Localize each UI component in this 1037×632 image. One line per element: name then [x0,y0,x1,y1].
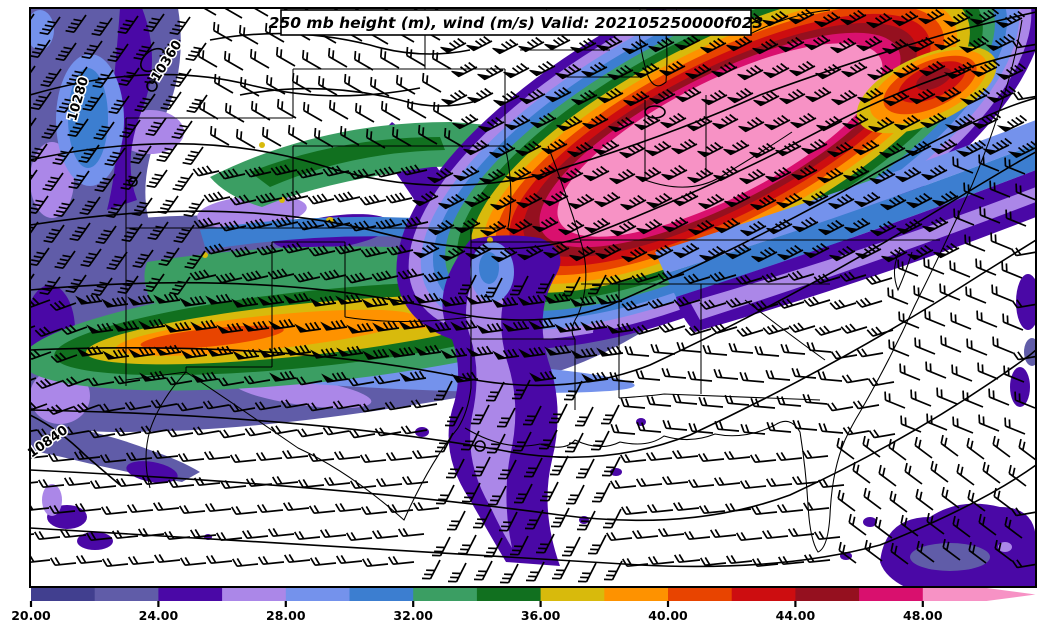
northern-jet-streak [396,8,1036,350]
colorbar-tick-label: 48.00 [903,608,943,623]
state-borders-layer [125,8,1023,553]
colorbar: 20.00 24.00 28.00 32.00 36.00 40.00 44.00 48.00 [11,588,1036,623]
colorbar-tick-label: 32.00 [393,608,433,623]
colorbar-segment [668,588,733,601]
wind-barbs-layer [30,8,1036,584]
colorbar-arrow-end [986,588,1036,601]
colorbar-tick-label: 28.00 [266,608,306,623]
colorbar-segment [859,588,924,601]
colorbar-tick-label: 36.00 [521,608,561,623]
chart-title: 250 mb height (m), wind (m/s) Valid: 202… [269,14,764,32]
colorbar-segment [31,588,96,601]
colorbar-segment [604,588,669,601]
colorbar-segment [540,588,605,601]
colorbar-segment [731,588,796,601]
wind-speed-fill-layer [30,8,1036,587]
colorbar-segment [476,588,542,601]
colorbar-segment [795,588,860,601]
colorbar-segment [285,588,351,601]
map-frame [29,7,1037,588]
colorbar-tick-label: 40.00 [648,608,688,623]
colorbar-segment [158,588,223,601]
colorbar-segment [94,588,159,601]
colorbar-tick-label: 20.00 [11,608,51,623]
colorbar-segment [349,588,414,601]
colorbar-tick-label: 24.00 [139,608,179,623]
colorbar-segment [222,588,287,601]
colorbar-segment [413,588,478,601]
colorbar-segment [922,588,988,601]
title-box: 250 mb height (m), wind (m/s) Valid: 202… [269,9,764,36]
title-box-background [280,9,752,36]
wind-barbs [30,8,1036,584]
colorbar-tick-label: 44.00 [776,608,816,623]
